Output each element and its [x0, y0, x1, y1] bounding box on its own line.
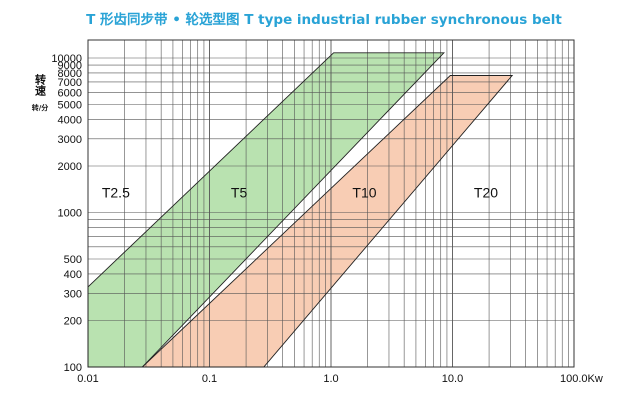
y-tick-label: 3000	[58, 134, 82, 146]
y-tick-label: 5000	[58, 100, 82, 112]
tick-labels: 100 200 300 400 500 1000 2000 3000 4000 500060007…	[51, 53, 602, 385]
region-t5	[88, 52, 444, 368]
x-tick-label: 100.0Kw	[560, 373, 603, 385]
x-tick-label: 1.0	[323, 373, 338, 385]
y-tick-label: 7000	[58, 77, 82, 89]
chart-title: T 形齿同步带 • 轮选型图 T type industrial rubber …	[86, 11, 562, 28]
region-label-t25: T2.5	[102, 185, 130, 201]
y-tick-label: 10000	[51, 53, 82, 65]
region-outlines	[87, 52, 514, 368]
y-tick-label: 6000	[58, 87, 82, 99]
plot-frame	[87, 39, 575, 368]
x-tick-label: 0.1	[202, 373, 217, 385]
y-tick-label: 300	[64, 288, 82, 300]
region-label-t20: T20	[474, 185, 498, 201]
belt-regions	[88, 52, 513, 368]
region-t10	[142, 75, 513, 367]
y-tick-label: 200	[64, 315, 82, 327]
x-tick-label: 10.0	[442, 373, 463, 385]
y-axis-label: 转速	[34, 73, 47, 97]
y-tick-label: 400	[64, 269, 82, 281]
grid	[87, 39, 575, 368]
region-label-t10: T10	[352, 185, 376, 201]
region-outline-t10	[141, 75, 514, 368]
y-tick-label: 4000	[58, 114, 82, 126]
x-tick-label: 0.01	[77, 373, 98, 385]
y-tick-label: 1000	[58, 208, 82, 220]
region-labels: T2.5 T5 T10 T20	[102, 185, 498, 201]
y-tick-label: 9000	[58, 60, 82, 72]
y-tick-label: 500	[64, 254, 82, 266]
region-outline-t5	[87, 52, 445, 368]
y-tick-label: 100	[64, 362, 82, 374]
y-tick-label: 2000	[58, 161, 82, 173]
region-label-t5: T5	[231, 185, 248, 201]
y-axis-unit: 转/分	[32, 103, 49, 112]
y-tick-label: 8000	[58, 68, 82, 80]
